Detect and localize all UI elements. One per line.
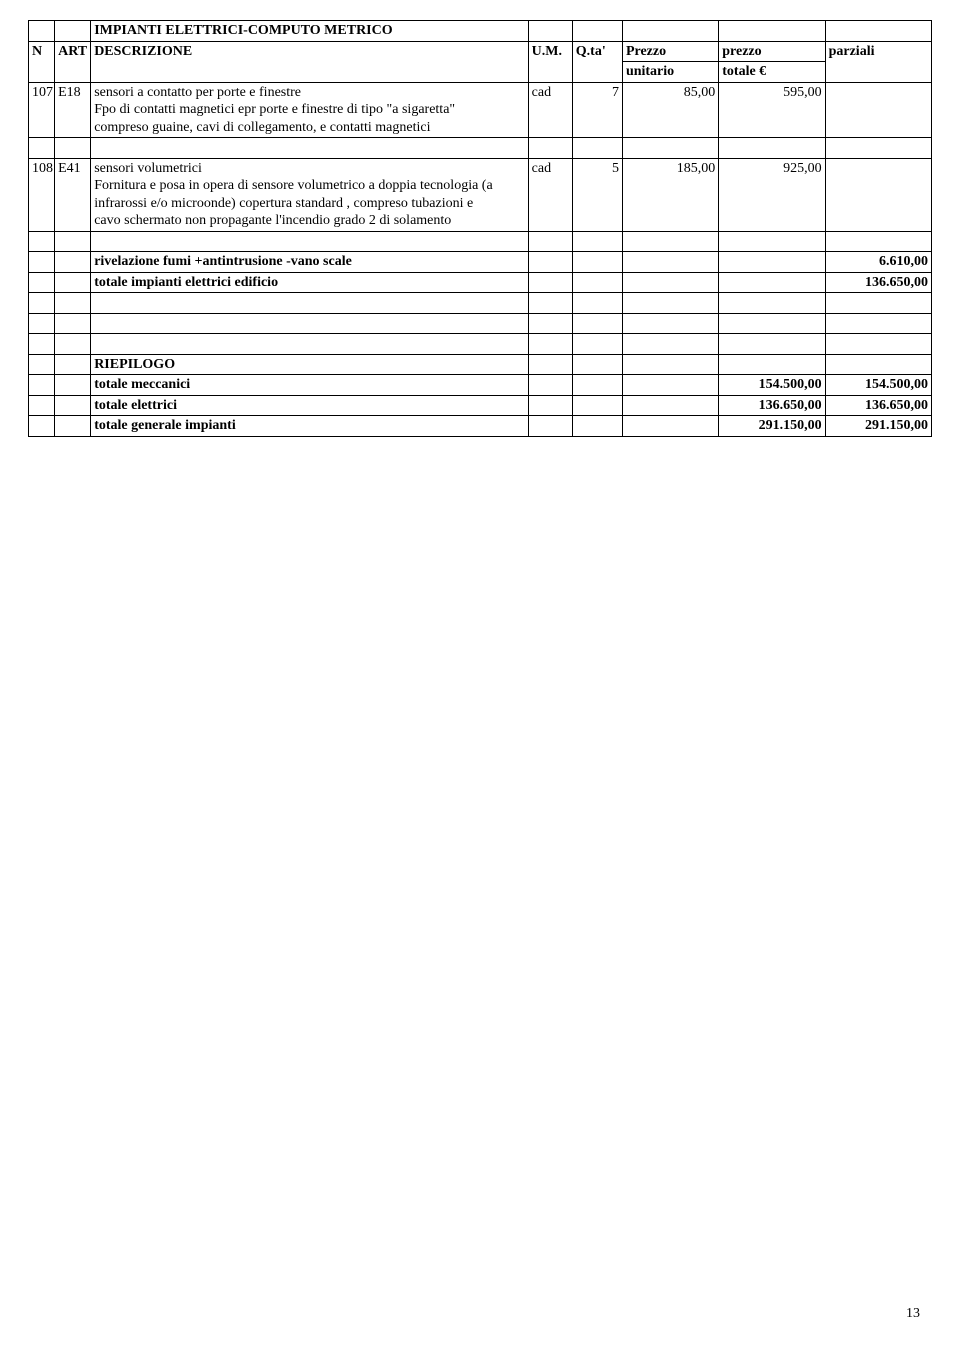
cell-art: E41 xyxy=(55,158,91,231)
col-n: N xyxy=(29,41,55,82)
riepilogo-parziali: 136.650,00 xyxy=(825,395,931,416)
desc-line: sensori volumetrici xyxy=(94,160,524,178)
cell-um: cad xyxy=(528,158,572,231)
cell-prezzo-tot: 595,00 xyxy=(719,82,825,138)
cell-desc: sensori volumetrici Fornitura e posa in … xyxy=(91,158,528,231)
spacer-row xyxy=(29,293,932,314)
cell-prezzo-unit: 185,00 xyxy=(622,158,718,231)
subtotal-label: rivelazione fumi +antintrusione -vano sc… xyxy=(91,252,528,273)
riepilogo-tot: 291.150,00 xyxy=(719,416,825,437)
cell-art: E18 xyxy=(55,82,91,138)
riepilogo-tot: 154.500,00 xyxy=(719,375,825,396)
desc-line: Fornitura e posa in opera di sensore vol… xyxy=(94,177,524,195)
col-prezzo-tot2: totale € xyxy=(719,62,825,83)
header-row: N ART DESCRIZIONE U.M. Q.ta' Prezzo prez… xyxy=(29,41,932,62)
riepilogo-label: totale meccanici xyxy=(91,375,528,396)
col-prezzo-unit: Prezzo xyxy=(622,41,718,62)
riepilogo-row: totale generale impianti 291.150,00 291.… xyxy=(29,416,932,437)
col-prezzo-unit2: unitario xyxy=(622,62,718,83)
page-number: 13 xyxy=(906,1306,920,1322)
computo-table: IMPIANTI ELETTRICI-COMPUTO METRICO N ART… xyxy=(28,20,932,437)
cell-um: cad xyxy=(528,82,572,138)
subtotal-label: totale impianti elettrici edificio xyxy=(91,272,528,293)
cell-qta: 5 xyxy=(572,158,622,231)
subtotal-row: rivelazione fumi +antintrusione -vano sc… xyxy=(29,252,932,273)
desc-line: Fpo di contatti magnetici epr porte e fi… xyxy=(94,101,524,119)
cell-qta: 7 xyxy=(572,82,622,138)
col-prezzo-tot: prezzo xyxy=(719,41,825,62)
riepilogo-header-row: RIEPILOGO xyxy=(29,354,932,375)
spacer-row xyxy=(29,334,932,355)
riepilogo-label: totale elettrici xyxy=(91,395,528,416)
col-parziali: parziali xyxy=(825,41,931,82)
cell-desc: sensori a contatto per porte e finestre … xyxy=(91,82,528,138)
riepilogo-label: totale generale impianti xyxy=(91,416,528,437)
cell-parziali xyxy=(825,158,931,231)
table-title: IMPIANTI ELETTRICI-COMPUTO METRICO xyxy=(91,21,528,42)
riepilogo-parziali: 291.150,00 xyxy=(825,416,931,437)
spacer-row xyxy=(29,138,932,159)
title-row: IMPIANTI ELETTRICI-COMPUTO METRICO xyxy=(29,21,932,42)
desc-line: infrarossi e/o microonde) copertura stan… xyxy=(94,195,524,213)
cell-parziali xyxy=(825,82,931,138)
spacer-row xyxy=(29,231,932,252)
cell-prezzo-unit: 85,00 xyxy=(622,82,718,138)
desc-line: cavo schermato non propagante l'incendio… xyxy=(94,212,524,230)
table-row: 107 E18 sensori a contatto per porte e f… xyxy=(29,82,932,138)
riepilogo-row: totale meccanici 154.500,00 154.500,00 xyxy=(29,375,932,396)
subtotal-row: totale impianti elettrici edificio 136.6… xyxy=(29,272,932,293)
desc-line: compreso guaine, cavi di collegamento, e… xyxy=(94,119,524,137)
riepilogo-header: RIEPILOGO xyxy=(91,354,528,375)
riepilogo-row: totale elettrici 136.650,00 136.650,00 xyxy=(29,395,932,416)
col-desc: DESCRIZIONE xyxy=(91,41,528,82)
subtotal-value: 136.650,00 xyxy=(825,272,931,293)
cell-prezzo-tot: 925,00 xyxy=(719,158,825,231)
col-qta: Q.ta' xyxy=(572,41,622,82)
cell-n: 108 xyxy=(29,158,55,231)
riepilogo-parziali: 154.500,00 xyxy=(825,375,931,396)
desc-line: sensori a contatto per porte e finestre xyxy=(94,84,524,102)
subtotal-value: 6.610,00 xyxy=(825,252,931,273)
cell-n: 107 xyxy=(29,82,55,138)
col-art: ART xyxy=(55,41,91,82)
riepilogo-tot: 136.650,00 xyxy=(719,395,825,416)
table-row: 108 E41 sensori volumetrici Fornitura e … xyxy=(29,158,932,231)
spacer-row xyxy=(29,313,932,334)
col-um: U.M. xyxy=(528,41,572,82)
